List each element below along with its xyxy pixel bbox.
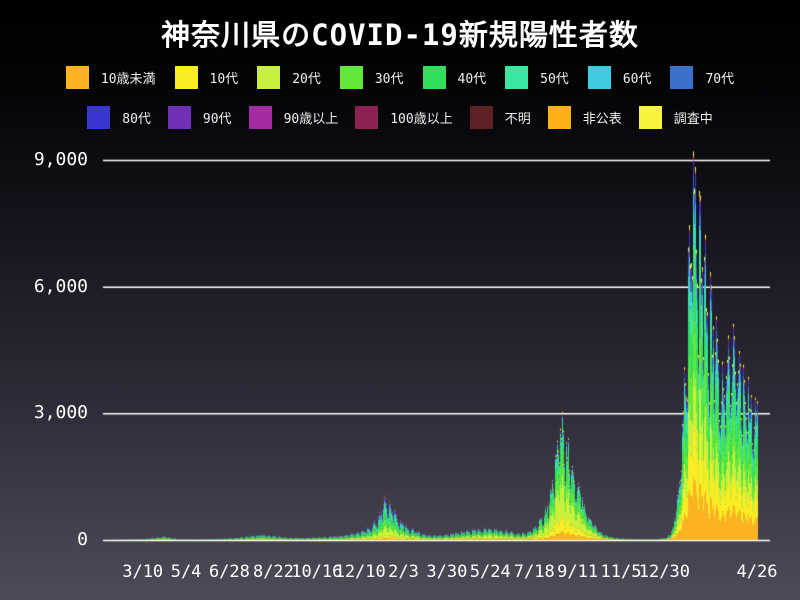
x-tick-label: 2/3 [388, 562, 419, 582]
x-tick-label: 11/5 [600, 562, 642, 582]
x-tick-label: 12/30 [638, 562, 690, 582]
y-tick-label: 0 [77, 529, 88, 550]
x-tick-label: 3/10 [122, 562, 164, 582]
y-tick-label: 3,000 [33, 402, 88, 424]
x-tick-label: 5/24 [469, 562, 511, 582]
x-tick-label: 12/10 [334, 562, 386, 582]
x-tick-label: 4/26 [736, 562, 778, 582]
x-tick-label: 3/30 [426, 562, 468, 582]
y-tick-label: 6,000 [33, 275, 88, 297]
x-tick-label: 10/16 [291, 562, 343, 582]
y-tick-label: 9,000 [33, 149, 88, 170]
x-tick-label: 7/18 [513, 562, 555, 582]
x-tick-label: 9/11 [557, 562, 599, 582]
x-tick-label: 8/22 [252, 562, 294, 582]
x-tick-label: 6/28 [208, 562, 250, 582]
x-tick-label: 5/4 [170, 562, 202, 582]
